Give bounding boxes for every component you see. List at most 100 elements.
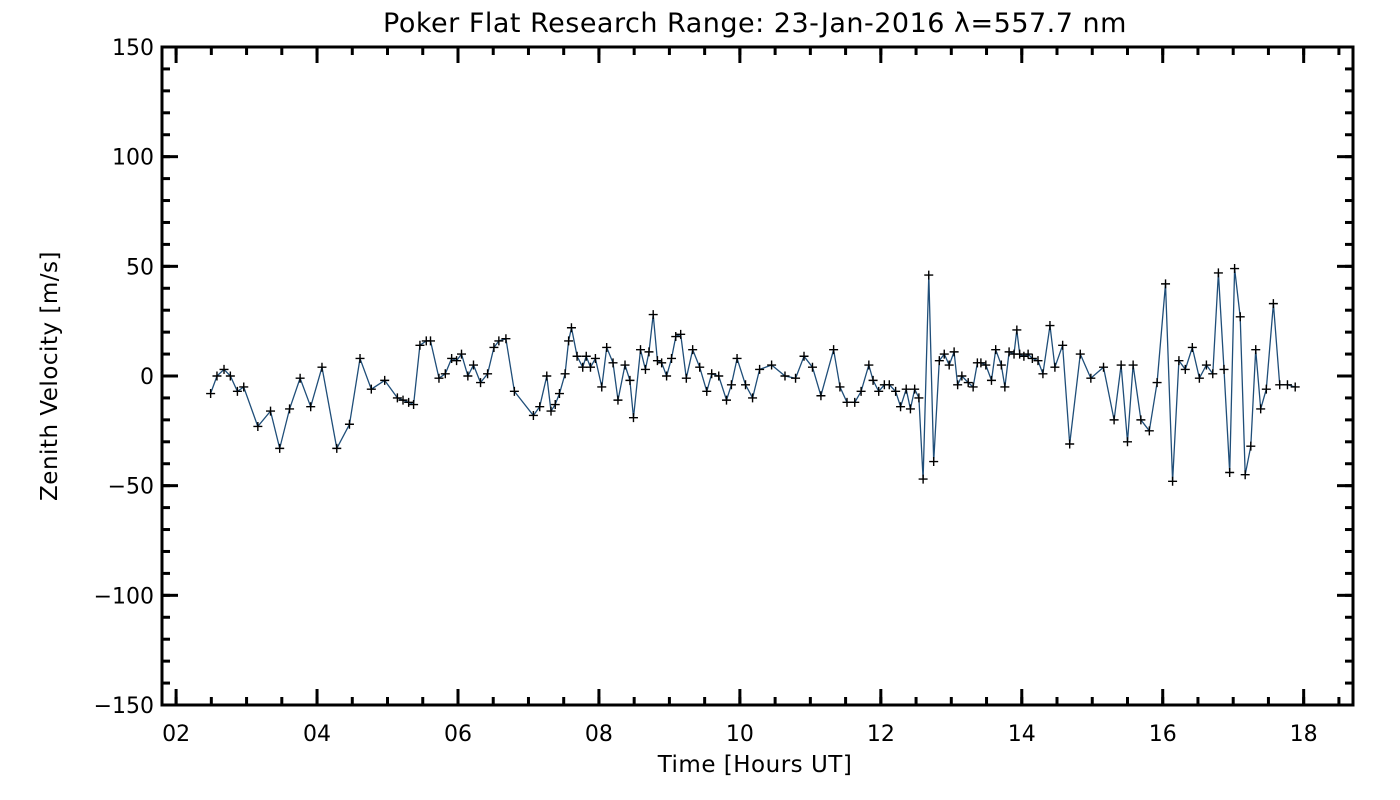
data-point xyxy=(1152,378,1162,388)
data-point xyxy=(1290,382,1300,392)
data-point xyxy=(767,360,777,370)
x-tick-labels: 02 04 06 08 10 12 14 16 18 xyxy=(162,722,1318,747)
data-point xyxy=(564,336,574,346)
data-point xyxy=(1065,439,1075,449)
data-point xyxy=(620,360,630,370)
data-point xyxy=(590,353,600,363)
data-point xyxy=(1275,380,1285,390)
series-line xyxy=(209,268,1296,482)
data-point xyxy=(1015,349,1025,359)
data-point xyxy=(295,373,305,383)
data-point xyxy=(1174,356,1184,366)
y-tick-label: −50 xyxy=(108,475,154,500)
data-point xyxy=(535,402,545,412)
data-point xyxy=(597,382,607,392)
data-point xyxy=(755,364,765,374)
data-point xyxy=(1168,476,1178,486)
data-point xyxy=(636,345,646,355)
data-point xyxy=(939,349,949,359)
y-tick-label: 100 xyxy=(112,146,154,171)
data-point xyxy=(884,380,894,390)
data-point xyxy=(1109,415,1119,425)
data-point xyxy=(602,342,612,352)
data-point xyxy=(1282,380,1292,390)
x-tick-label: 04 xyxy=(303,722,331,747)
data-point xyxy=(1251,345,1261,355)
data-point xyxy=(355,353,365,363)
x-tick-label: 18 xyxy=(1290,722,1318,747)
data-point xyxy=(1122,437,1132,447)
data-point xyxy=(628,413,638,423)
data-point xyxy=(1256,404,1266,414)
data-point xyxy=(1099,362,1109,372)
data-point xyxy=(253,421,263,431)
data-point xyxy=(996,360,1006,370)
data-point xyxy=(1261,384,1271,394)
data-point xyxy=(901,384,911,394)
data-point xyxy=(688,345,698,355)
y-tick-label: 0 xyxy=(140,365,154,390)
data-point xyxy=(1219,364,1229,374)
x-tick-label: 02 xyxy=(162,722,190,747)
data-point xyxy=(741,380,751,390)
data-point xyxy=(566,323,576,333)
data-point xyxy=(285,404,295,414)
data-point xyxy=(968,382,978,392)
data-point xyxy=(640,364,650,374)
data-point xyxy=(868,375,878,385)
data-point xyxy=(266,406,276,416)
data-point xyxy=(1058,340,1068,350)
data-point xyxy=(426,336,436,346)
data-point xyxy=(914,393,924,403)
data-point xyxy=(447,353,457,363)
data-point xyxy=(842,397,852,407)
data-point xyxy=(648,310,658,320)
data-point xyxy=(896,402,906,412)
data-point xyxy=(981,360,991,370)
data-point xyxy=(572,351,582,361)
data-point xyxy=(380,375,390,385)
data-point xyxy=(585,362,595,372)
y-axis-label: Zenith Velocity [m/s] xyxy=(37,251,63,501)
data-point xyxy=(1187,342,1197,352)
data-point xyxy=(501,334,511,344)
data-point xyxy=(452,356,462,366)
data-point xyxy=(799,351,809,361)
data-point xyxy=(702,386,712,396)
data-point xyxy=(409,400,419,410)
data-point xyxy=(652,356,662,366)
data-point xyxy=(434,373,444,383)
data-point xyxy=(944,360,954,370)
data-point xyxy=(963,378,973,388)
data-point xyxy=(850,397,860,407)
data-point xyxy=(780,371,790,381)
data-point xyxy=(1225,468,1235,478)
data-point xyxy=(542,371,552,381)
data-point xyxy=(366,384,376,394)
x-tick-label: 08 xyxy=(585,722,613,747)
x-tick-label: 06 xyxy=(444,722,472,747)
data-point xyxy=(671,332,681,342)
data-point xyxy=(317,362,327,372)
data-point xyxy=(1027,353,1037,363)
data-point xyxy=(986,375,996,385)
data-point xyxy=(924,270,934,280)
data-point xyxy=(219,364,229,374)
data-point xyxy=(457,349,467,359)
data-point xyxy=(1208,369,1218,379)
data-point xyxy=(206,389,216,399)
data-point xyxy=(1136,415,1146,425)
data-point xyxy=(991,345,1001,355)
data-point xyxy=(874,386,884,396)
data-point xyxy=(1023,349,1033,359)
x-tick-label: 10 xyxy=(726,722,754,747)
data-point xyxy=(1038,369,1048,379)
data-point xyxy=(681,373,691,383)
data-point xyxy=(306,402,316,412)
data-point xyxy=(581,351,591,361)
data-point xyxy=(1235,312,1245,322)
data-point xyxy=(344,419,354,429)
data-point xyxy=(212,371,222,381)
data-point xyxy=(1045,321,1055,331)
